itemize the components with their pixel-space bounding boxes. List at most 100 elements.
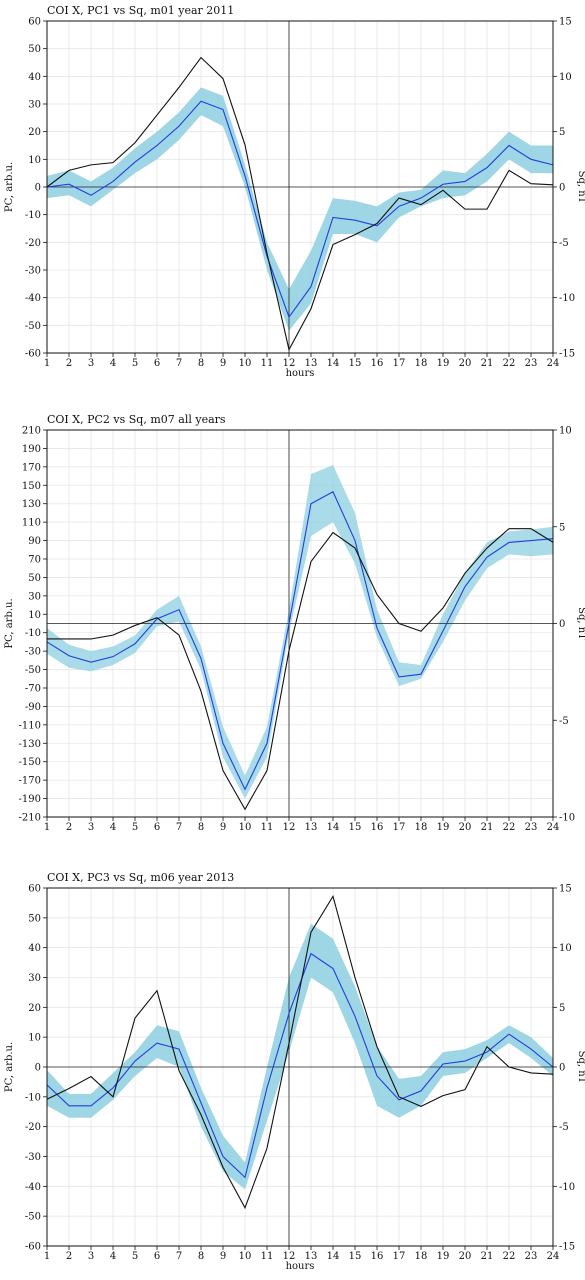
y2-tick-label: 10	[559, 943, 572, 954]
y2-tick-label: -10	[559, 813, 575, 824]
x-tick-label: 5	[132, 1251, 138, 1262]
x-tick-label: 12	[283, 822, 296, 830]
y2-tick-label: 10	[559, 72, 572, 83]
x-tick-label: 18	[415, 1251, 428, 1262]
x-tick-label: 7	[176, 822, 182, 830]
x-tick-label: 24	[547, 1251, 560, 1262]
y-tick-label: -170	[19, 776, 41, 787]
x-tick-label: 22	[503, 1251, 516, 1262]
pc-series-line	[46, 100, 554, 319]
y-tick-label: -50	[25, 665, 41, 676]
x-tick-label: 12	[283, 358, 296, 369]
x-tick-label: 21	[481, 1251, 494, 1262]
x-tick-label: 9	[220, 1251, 226, 1262]
y-tick-label: -60	[25, 1242, 41, 1253]
y-tick-label: 50	[28, 913, 41, 924]
y-tick-label: 30	[28, 100, 41, 111]
y-tick-label: -20	[25, 238, 41, 249]
y-tick-label: 0	[35, 1063, 41, 1074]
y-tick-label: 150	[22, 481, 41, 492]
x-tick-label: 18	[415, 358, 428, 369]
y-tick-label: 40	[28, 943, 41, 954]
x-tick-label: 3	[88, 358, 94, 369]
sq-series-line	[47, 528, 554, 811]
x-tick-label: 6	[154, 822, 160, 830]
x-tick-label: 18	[415, 822, 428, 830]
y-tick-label: 60	[28, 17, 41, 28]
y-tick-label: 30	[28, 591, 41, 602]
x-tick-label: 16	[371, 822, 384, 830]
y-tick-label: -30	[25, 266, 41, 277]
x-tick-label: 20	[459, 1251, 472, 1262]
y-tick-label: -10	[25, 628, 41, 639]
x-tick-label: 13	[305, 358, 318, 369]
x-tick-label: 23	[525, 358, 538, 369]
y-tick-label: -90	[25, 702, 41, 713]
x-tick-label: 5	[132, 358, 138, 369]
x-tick-label: 15	[349, 822, 362, 830]
x-tick-label: 7	[176, 1251, 182, 1262]
y-tick-label: 50	[28, 573, 41, 584]
x-tick-label: 19	[437, 358, 450, 369]
x-tick-label: 20	[459, 822, 472, 830]
x-tick-label: 23	[525, 822, 538, 830]
y-tick-label: 70	[28, 555, 41, 566]
y-tick-label: -130	[19, 739, 41, 750]
y-tick-label: -210	[19, 813, 41, 824]
x-tick-label: 12	[283, 1251, 296, 1262]
x-axis-label: hours	[286, 1261, 315, 1272]
y-tick-label: -10	[25, 210, 41, 221]
x-tick-label: 2	[66, 358, 72, 369]
y-tick-label: 10	[28, 1033, 41, 1044]
x-tick-label: 21	[481, 358, 494, 369]
y2-tick-label: 15	[559, 884, 572, 895]
y2-tick-label: -5	[559, 716, 569, 727]
y-axis-label: PC, arb.u.	[4, 162, 15, 212]
uncertainty-band	[47, 923, 553, 1190]
x-tick-label: 8	[198, 358, 204, 369]
y-tick-label: 90	[28, 536, 41, 547]
sq-series-line	[46, 56, 554, 352]
x-tick-label: 9	[220, 822, 226, 830]
y2-tick-label: 5	[559, 1003, 565, 1014]
x-tick-label: 21	[481, 822, 494, 830]
x-axis-label: hours	[286, 368, 315, 379]
y-tick-label: -20	[25, 1122, 41, 1133]
uncertainty-band	[47, 87, 553, 331]
y-tick-label: 50	[28, 44, 41, 55]
x-tick-label: 23	[525, 1251, 538, 1262]
y-tick-label: 30	[28, 973, 41, 984]
y-axis-label: PC, arb.u.	[4, 1042, 15, 1092]
pc-series-line	[46, 952, 554, 1179]
x-tick-label: 20	[459, 358, 472, 369]
x-tick-label: 17	[393, 822, 406, 830]
y-tick-label: 60	[28, 884, 41, 895]
x-tick-label: 4	[110, 1251, 116, 1262]
x-tick-label: 2	[66, 1251, 72, 1262]
x-tick-label: 10	[239, 1251, 252, 1262]
y-tick-label: 170	[22, 462, 41, 473]
y-tick-label: -70	[25, 684, 41, 695]
y-tick-label: 10	[28, 155, 41, 166]
y2-tick-label: -10	[559, 293, 575, 304]
y2-tick-label: 15	[559, 17, 572, 28]
x-tick-label: 14	[327, 822, 340, 830]
x-tick-label: 10	[239, 358, 252, 369]
y2-tick-label: 10	[559, 426, 572, 437]
y2-axis-label: Sq, nT	[576, 607, 585, 640]
x-tick-label: 24	[547, 358, 560, 369]
x-tick-label: 17	[393, 358, 406, 369]
x-tick-label: 11	[261, 822, 274, 830]
x-tick-label: 19	[437, 822, 450, 830]
chart-panel-pc1: COI X, PC1 vs Sq, m01 year 2011 1 2 3 4 5 6 7 8 9…	[0, 0, 585, 400]
x-tick-label: 14	[327, 1251, 340, 1262]
y-tick-label: 10	[28, 610, 41, 621]
y-tick-label: 20	[28, 1003, 41, 1014]
y-tick-label: -110	[19, 720, 41, 731]
y-tick-label: 130	[22, 499, 41, 510]
y-tick-label: -150	[19, 757, 41, 768]
pc-series-line	[46, 490, 554, 791]
x-tick-label: 4	[110, 822, 116, 830]
x-tick-label: 16	[371, 1251, 384, 1262]
